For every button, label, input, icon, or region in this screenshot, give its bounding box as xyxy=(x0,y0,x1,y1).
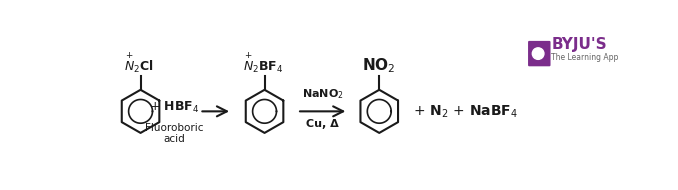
Text: $+$ N$_2$ $+$ NaBF$_4$: $+$ N$_2$ $+$ NaBF$_4$ xyxy=(414,103,518,120)
Text: acid: acid xyxy=(163,134,184,144)
Text: NO$_2$: NO$_2$ xyxy=(363,56,396,75)
Text: $\overset{+}{N}$$_2$Cl: $\overset{+}{N}$$_2$Cl xyxy=(124,51,154,75)
Text: BYJU'S: BYJU'S xyxy=(551,37,607,52)
FancyBboxPatch shape xyxy=(528,41,551,66)
Text: $+$ HBF$_4$: $+$ HBF$_4$ xyxy=(148,100,199,115)
Circle shape xyxy=(532,48,544,59)
Text: Fluoroboric: Fluoroboric xyxy=(144,123,203,133)
Text: Cu, Δ: Cu, Δ xyxy=(306,119,339,129)
Text: The Learning App: The Learning App xyxy=(551,53,618,62)
Text: $\overset{+}{N}$$_2$BF$_4$: $\overset{+}{N}$$_2$BF$_4$ xyxy=(243,51,283,75)
Text: NaNO$_2$: NaNO$_2$ xyxy=(302,88,344,101)
